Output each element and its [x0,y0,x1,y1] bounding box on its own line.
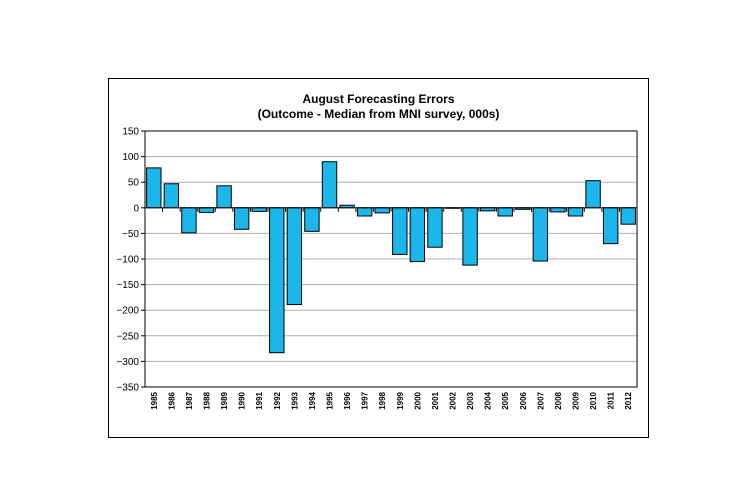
bar-1986 [163,183,180,209]
bar-2000 [409,207,426,263]
gridlines [145,130,637,388]
x-tick-label: 2008 [554,391,563,409]
x-tick-label: 1992 [273,391,282,409]
x-tick-label: 1996 [343,391,352,409]
x-tick-label: 2007 [536,391,545,409]
x-tick-label: 1998 [378,391,387,409]
y-tick-label: 0 [133,203,139,214]
bar-1991 [251,207,267,212]
x-tick-label: 2005 [501,391,510,409]
chart-frame [108,78,649,438]
bar-1993 [286,207,303,306]
x-tick-label: 2003 [466,391,475,409]
x-tick-label: 1999 [396,391,405,409]
bar-2005 [497,207,513,217]
x-tick-label: 2010 [589,391,598,409]
bar-1990 [233,207,250,230]
y-tick-label: 50 [128,178,140,189]
y-tick-label: −250 [116,331,139,342]
chart-title-block: August Forecasting Errors (Outcome - Med… [108,92,649,122]
y-tick-label: −100 [116,255,139,266]
bar-1987 [181,207,197,234]
bar-1995 [321,161,338,209]
x-tick-label: 2011 [607,391,616,409]
bar-2001 [427,207,443,248]
x-tick-label: 1988 [203,391,212,409]
x-tick-label: 1989 [220,391,229,409]
y-tick-label: −350 [116,383,139,394]
bars [146,161,636,354]
bar-1998 [374,207,390,214]
x-tick-label: 1985 [150,391,159,409]
x-tick-label: 1990 [238,391,247,409]
y-tick-label: −50 [122,229,139,240]
x-tick-label: 2012 [624,391,633,409]
bar-2008 [550,207,566,213]
bar-2007 [532,207,549,262]
x-tick-label: 1986 [167,391,176,409]
chart-subtitle: (Outcome - Median from MNI survey, 000s) [257,107,500,121]
x-tick-label: 1997 [361,391,370,409]
y-tick-label: 100 [122,152,139,163]
x-tick-label: 1994 [308,391,317,409]
bar-2011 [602,207,619,245]
x-tick-label: 1995 [326,391,335,409]
x-tick-label: 1993 [290,391,299,409]
bar-1997 [356,207,373,217]
x-tick-label: 2009 [572,391,581,409]
x-tick-label: 2000 [413,391,422,409]
bar-1992 [269,207,285,354]
bar-1988 [198,207,215,213]
chart-title: August Forecasting Errors [302,92,455,106]
x-tick-label: 2006 [519,391,528,409]
bar-2009 [567,207,584,217]
y-tick-label: −300 [116,357,139,368]
bar-2010 [585,180,601,209]
bar-2003 [462,207,478,266]
y-tick-label: −150 [116,280,139,291]
x-tick-label: 1991 [255,391,264,409]
x-tick-label: 2002 [449,391,458,409]
x-tick-label: 1987 [185,391,194,409]
bar-1999 [392,207,408,255]
bar-1989 [216,185,232,209]
x-tick-labels: 1985 1986 1987 1988 1989 1990 1991 1992 1993 1994… [150,391,633,409]
x-tick-label: 2004 [484,391,493,409]
y-tick-label: −200 [116,306,139,317]
bar-2012 [620,207,636,225]
y-tick-labels: 150 100 50 0 −50 −100 −150 −200 −250 −300 −350 [116,127,145,394]
bar-1985 [146,167,162,209]
y-tick-label: 150 [122,127,139,138]
bar-1994 [304,207,320,232]
x-tick-label: 2001 [431,391,440,409]
